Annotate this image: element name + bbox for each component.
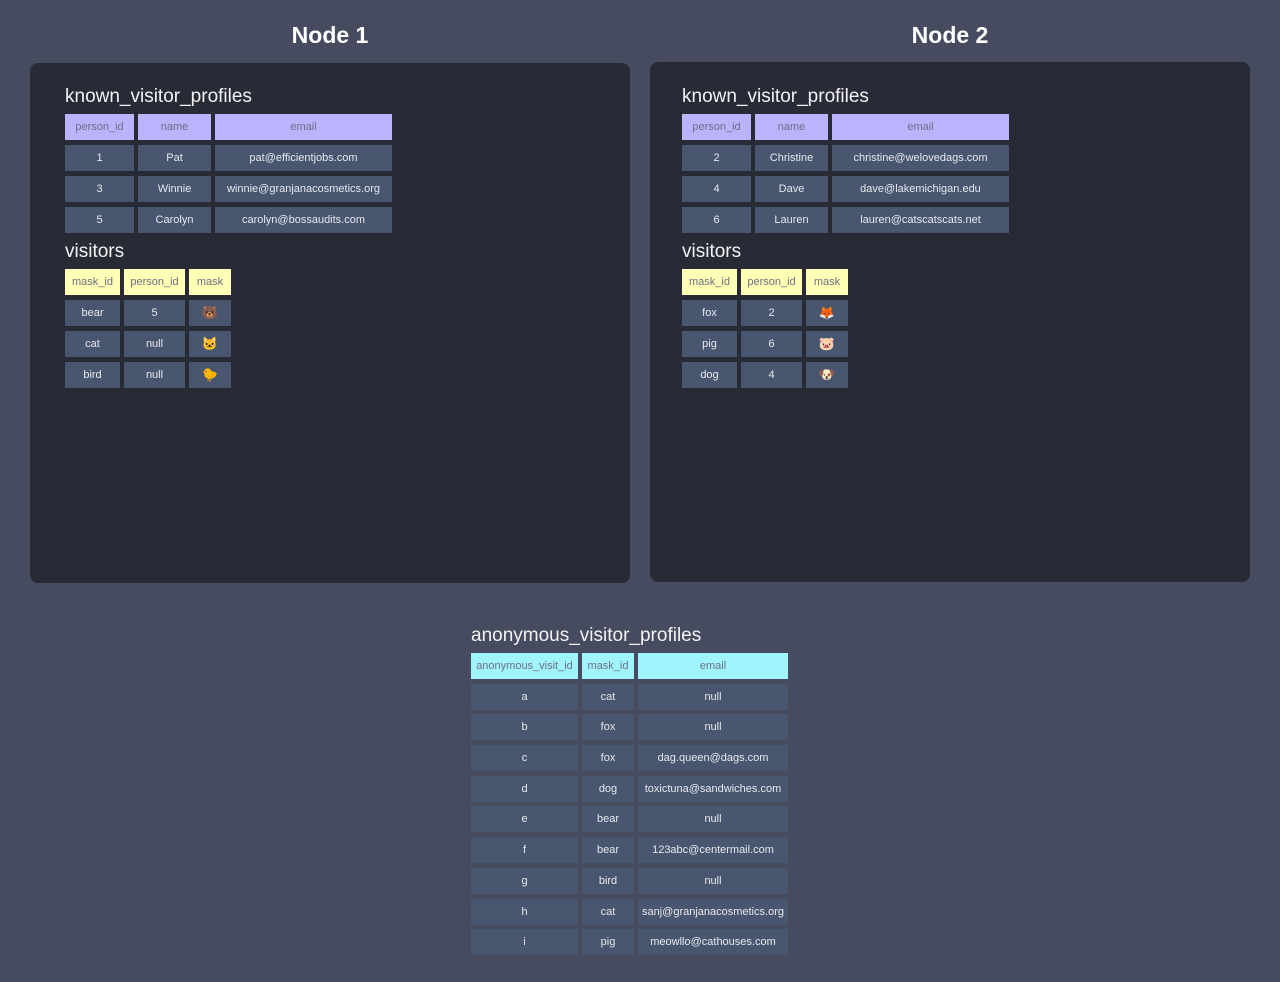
table-cell: null <box>124 331 185 357</box>
table-cell: c <box>471 745 578 772</box>
column-header: mask_id <box>682 269 737 295</box>
mask-emoji-icon: 🐻 <box>189 300 231 326</box>
table-cell: lauren@catscatscats.net <box>832 207 1009 233</box>
column-header: name <box>138 114 211 140</box>
column-header: person_id <box>741 269 802 295</box>
table-cell: winnie@granjanacosmetics.org <box>215 176 392 202</box>
column-header: person_id <box>65 114 134 140</box>
table-cell: null <box>638 714 788 741</box>
table-cell: toxictuna@sandwiches.com <box>638 775 788 802</box>
table-cell: bear <box>582 837 634 864</box>
column-header: person_id <box>682 114 751 140</box>
table-cell: pat@efficientjobs.com <box>215 145 392 171</box>
node-1-known-visitor-profiles: known_visitor_profiles person_id name emai… <box>65 86 392 233</box>
table-cell: 2 <box>741 300 802 326</box>
table-cell: Winnie <box>138 176 211 202</box>
column-header: email <box>638 653 788 679</box>
table-cell: g <box>471 867 578 894</box>
table-cell: f <box>471 837 578 864</box>
table-cell: b <box>471 714 578 741</box>
node-1-title: Node 1 <box>291 22 369 48</box>
table-cell: 4 <box>741 362 802 388</box>
table-title: known_visitor_profiles <box>65 86 252 107</box>
table-cell: Lauren <box>755 207 828 233</box>
table-cell: fox <box>582 714 634 741</box>
table-cell: fox <box>582 745 634 772</box>
table-cell: Dave <box>755 176 828 202</box>
column-header: anonymous_visit_id <box>471 653 578 679</box>
column-header: mask <box>189 269 231 295</box>
table-cell: pig <box>582 929 634 956</box>
node-2-title: Node 2 <box>911 22 989 48</box>
table-cell: 6 <box>682 207 751 233</box>
table-cell: a <box>471 683 578 710</box>
table-cell: cat <box>582 898 634 925</box>
column-header: mask_id <box>582 653 634 679</box>
table-cell: 2 <box>682 145 751 171</box>
table-cell: null <box>638 683 788 710</box>
table-title: known_visitor_profiles <box>682 86 869 107</box>
mask-emoji-icon: 🦊 <box>806 300 848 326</box>
table-cell: christine@welovedags.com <box>832 145 1009 171</box>
table-cell: meowllo@cathouses.com <box>638 929 788 956</box>
column-header: mask <box>806 269 848 295</box>
table-cell: pig <box>682 331 737 357</box>
table-cell: 3 <box>65 176 134 202</box>
table-cell: Christine <box>755 145 828 171</box>
table-cell: bird <box>582 867 634 894</box>
column-header: name <box>755 114 828 140</box>
table-cell: carolyn@bossaudits.com <box>215 207 392 233</box>
table-title: anonymous_visitor_profiles <box>471 625 702 646</box>
table-cell: bear <box>582 806 634 833</box>
table-cell: 5 <box>65 207 134 233</box>
table-cell: d <box>471 775 578 802</box>
table-cell: dog <box>682 362 737 388</box>
mask-emoji-icon: 🐱 <box>189 331 231 357</box>
column-header: person_id <box>124 269 185 295</box>
anonymous-visitor-profiles: anonymous_visitor_profiles anonymous_vis… <box>471 625 788 956</box>
node-1-visitors: visitors mask_id person_id mask bear 5 🐻 cat nu… <box>65 241 231 388</box>
table-cell: dave@lakemichigan.edu <box>832 176 1009 202</box>
table-cell: Pat <box>138 145 211 171</box>
table-title: visitors <box>65 241 125 262</box>
table-cell: 123abc@centermail.com <box>638 837 788 864</box>
table-cell: null <box>124 362 185 388</box>
table-cell: 4 <box>682 176 751 202</box>
column-header: mask_id <box>65 269 120 295</box>
column-header: email <box>832 114 1009 140</box>
table-title: visitors <box>682 241 742 262</box>
node-2-visitors: visitors mask_id person_id mask fox 2 🦊 pig 6 🐷 d… <box>682 241 848 388</box>
mask-emoji-icon: 🐤 <box>189 362 231 388</box>
table-cell: dog <box>582 775 634 802</box>
table-cell: cat <box>65 331 120 357</box>
node-2-known-visitor-profiles: known_visitor_profiles person_id name emai… <box>682 86 1009 233</box>
table-cell: bear <box>65 300 120 326</box>
table-cell: 5 <box>124 300 185 326</box>
mask-emoji-icon: 🐷 <box>806 331 848 357</box>
table-cell: cat <box>582 683 634 710</box>
table-cell: fox <box>682 300 737 326</box>
table-cell: dag.queen@dags.com <box>638 745 788 772</box>
table-cell: null <box>638 867 788 894</box>
table-cell: bird <box>65 362 120 388</box>
table-cell: e <box>471 806 578 833</box>
table-cell: sanj@granjanacosmetics.org <box>638 898 788 925</box>
mask-emoji-icon: 🐶 <box>806 362 848 388</box>
table-cell: i <box>471 929 578 956</box>
table-cell: 6 <box>741 331 802 357</box>
table-cell: null <box>638 806 788 833</box>
table-cell: 1 <box>65 145 134 171</box>
table-cell: h <box>471 898 578 925</box>
column-header: email <box>215 114 392 140</box>
table-cell: Carolyn <box>138 207 211 233</box>
